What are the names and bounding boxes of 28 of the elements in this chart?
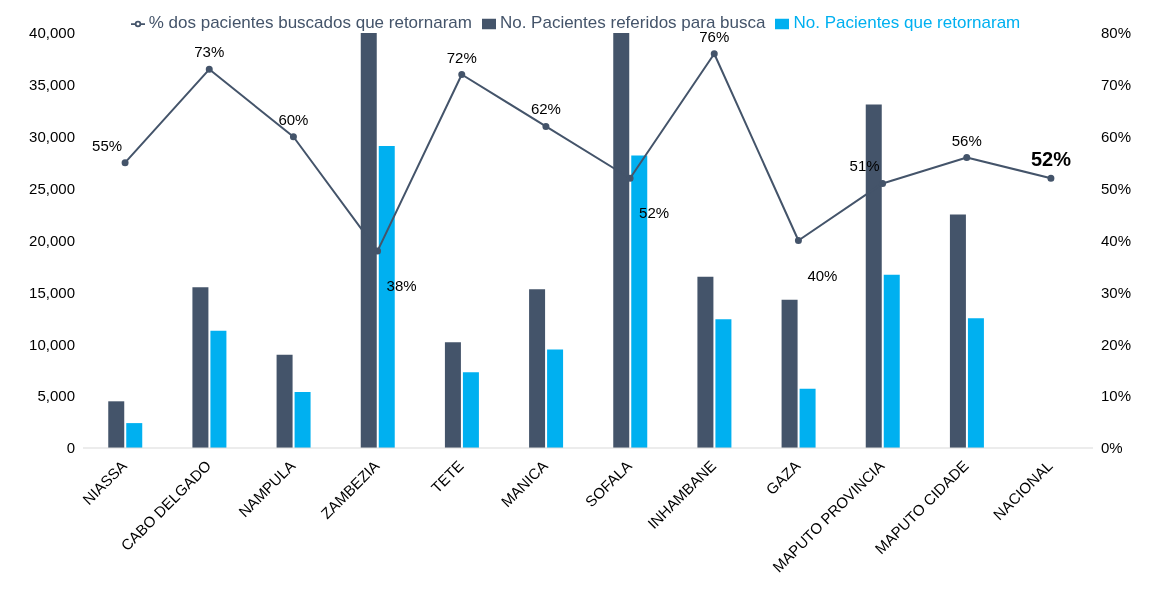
y-tick-label: 15,000: [29, 283, 75, 301]
legend-label: No. Pacientes que retornaram: [793, 13, 1021, 32]
y-tick-label: 30,000: [29, 128, 75, 146]
y2-tick-label: 10%: [1101, 387, 1132, 405]
y2-tick-label: 0%: [1101, 439, 1123, 457]
y-tick-label: 35,000: [29, 76, 75, 94]
y2-tick-label: 30%: [1101, 283, 1132, 301]
y2-tick-label: 20%: [1101, 335, 1132, 353]
y2-tick-label: 50%: [1101, 179, 1132, 197]
data-label: 56%: [951, 131, 982, 149]
y-tick-label: 20,000: [29, 231, 75, 249]
y-tick-label: 10,000: [29, 335, 75, 353]
y-tick-label: 25,000: [29, 179, 75, 197]
data-label: 55%: [92, 136, 123, 154]
data-label: 60%: [278, 110, 309, 128]
y-tick-label: 40,000: [29, 24, 75, 42]
y-tick-label: 0: [66, 439, 75, 457]
legend-label: % dos pacientes buscados que retornaram: [148, 13, 472, 32]
y2-tick-label: 70%: [1101, 76, 1132, 94]
y2-tick-label: 40%: [1101, 231, 1132, 249]
data-label: 52%: [1030, 148, 1072, 171]
y-tick-label: 5,000: [37, 387, 75, 405]
data-label: 72%: [446, 48, 477, 66]
y2-tick-label: 80%: [1101, 24, 1132, 42]
data-label: 40%: [807, 266, 838, 284]
data-label: 62%: [530, 100, 561, 118]
y2-tick-label: 60%: [1101, 128, 1132, 146]
data-label: 73%: [194, 43, 225, 61]
